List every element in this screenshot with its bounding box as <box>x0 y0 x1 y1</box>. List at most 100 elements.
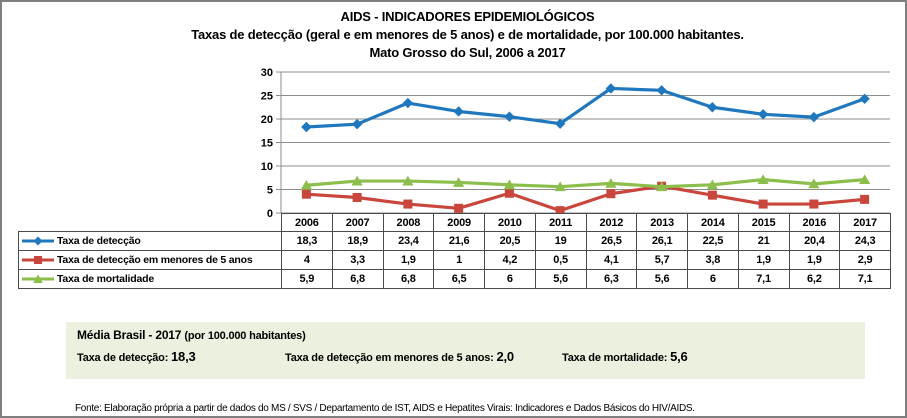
year-cell: 2012 <box>585 213 638 232</box>
chart-title: AIDS - INDICADORES EPIDEMIOLÓGICOS Taxas… <box>30 8 905 62</box>
legend-triangle-icon <box>22 274 54 283</box>
series-marker-triangle <box>402 175 414 186</box>
series-marker-triangle <box>757 174 769 185</box>
series-marker-square <box>758 199 768 209</box>
value-cell: 6,5 <box>433 269 485 289</box>
value-cell: 20,4 <box>788 231 841 251</box>
value-cell: 26,5 <box>585 231 638 251</box>
series-marker-square <box>301 189 311 199</box>
series-marker-diamond <box>707 102 718 113</box>
value-cell: 6 <box>484 269 536 289</box>
series-marker-diamond <box>351 118 363 130</box>
series-marker-triangle <box>808 178 820 189</box>
value-cell: 1,9 <box>382 250 435 270</box>
value-cell: 5,6 <box>636 269 688 289</box>
series-marker-square <box>504 188 514 198</box>
value-cell: 22,5 <box>687 231 739 251</box>
series-row-1: Taxa de detecção em menores de 5 anos 4 3,… <box>18 250 891 270</box>
media-mortalidade-item: Taxa de mortalidade: 5,6 <box>562 349 688 364</box>
value-cell: 7,1 <box>737 269 790 289</box>
series-marker-triangle <box>554 181 566 192</box>
media-brasil-annotation-box: Média Brasil - 2017 (por 100.000 habitan… <box>66 322 865 379</box>
source-line: Fonte: Elaboração própria a partir de da… <box>75 403 695 414</box>
series-marker-square <box>403 199 413 209</box>
media-brasil-values-line: Taxa de detecção: 18,3 Taxa de detecção … <box>66 349 865 369</box>
year-cell: 2014 <box>687 213 739 232</box>
series-label-cell: Taxa de detecção em menores de 5 anos <box>18 250 282 270</box>
value-cell: 1 <box>433 250 485 270</box>
year-cell: 2006 <box>281 213 333 232</box>
series-marker-diamond <box>301 121 312 133</box>
year-header-row: 2006 2007 2008 2009 2010 2011 2012 2013 2014 2015… <box>19 213 891 232</box>
media-brasil-title-main: Média Brasil - 2017 <box>77 328 182 342</box>
value-cell: 24,3 <box>839 231 891 251</box>
series-marker-diamond <box>504 111 515 122</box>
value-cell: 21 <box>737 231 790 251</box>
series-line-1 <box>304 184 867 213</box>
media-menores-item: Taxa de detecção em menores de 5 anos: 2… <box>285 349 514 364</box>
series-marker-triangle <box>605 178 617 188</box>
series-marker-diamond <box>402 97 414 109</box>
year-cell: 2008 <box>382 213 435 232</box>
y-axis-label: 10 <box>261 161 273 173</box>
series-marker-square <box>352 192 362 202</box>
value-cell: 4,2 <box>484 250 536 270</box>
series-label: Taxa de detecção em menores de 5 anos <box>57 254 253 266</box>
media-brasil-title-paren: (por 100.000 habitantes) <box>184 330 306 342</box>
series-marker-square <box>809 199 819 209</box>
series-row-0: Taxa de detecção 18,3 18,9 23,4 21,6 20,5 19 26… <box>18 231 891 251</box>
y-axis-label: 20 <box>261 114 273 126</box>
value-cell: 6 <box>687 269 739 289</box>
year-cell: 2007 <box>331 213 384 232</box>
series-label-cell: Taxa de mortalidade <box>18 269 282 289</box>
series-label-cell: Taxa de detecção <box>18 231 282 251</box>
value-cell: 4 <box>281 250 333 270</box>
year-cell: 2016 <box>788 213 841 232</box>
series-marker-diamond <box>808 111 820 123</box>
value-cell: 4,1 <box>585 250 638 270</box>
chart-title-line1: AIDS - INDICADORES EPIDEMIOLÓGICOS <box>340 9 595 24</box>
chart-title-line3: Mato Grosso do Sul, 2006 a 2017 <box>369 45 566 60</box>
value-cell: 6,2 <box>788 269 841 289</box>
value-cell: 0,5 <box>534 250 587 270</box>
source-footer: Fonte: Elaboração própria a partir de da… <box>75 378 695 416</box>
y-axis-label: 5 <box>267 185 273 197</box>
value-cell: 6,8 <box>331 269 384 289</box>
media-mortalidade-value: 5,6 <box>670 349 688 364</box>
media-menores-value: 2,0 <box>496 349 514 364</box>
value-cell: 26,1 <box>636 231 688 251</box>
series-row-2: Taxa de mortalidade 5,9 6,8 6,8 6,5 6 5,6 6,3 5,… <box>18 269 891 289</box>
year-cell: 2010 <box>484 213 536 232</box>
value-cell: 1,9 <box>737 250 790 270</box>
year-cell: 2015 <box>737 213 790 232</box>
value-cell: 5,6 <box>534 269 587 289</box>
series-marker-square <box>707 190 717 200</box>
series-marker-triangle <box>503 179 515 190</box>
value-cell: 7,1 <box>839 269 891 289</box>
value-cell: 3,3 <box>331 250 384 270</box>
y-axis-label: 0 <box>267 208 273 220</box>
series-marker-triangle <box>300 179 312 190</box>
series-marker-square <box>860 194 870 204</box>
series-marker-diamond <box>605 83 617 94</box>
series-marker-triangle <box>706 179 718 190</box>
value-cell: 2,9 <box>839 250 891 270</box>
year-cell: 2013 <box>636 213 688 232</box>
year-cell: 2011 <box>534 213 587 232</box>
chart-title-line2: Taxas de detecção (geral e em menores de… <box>191 27 744 42</box>
series-marker-triangle <box>859 174 871 185</box>
value-cell: 18,9 <box>331 231 384 251</box>
value-cell: 20,5 <box>484 231 536 251</box>
value-cell: 6,3 <box>585 269 638 289</box>
value-cell: 23,4 <box>382 231 435 251</box>
value-cell: 21,6 <box>433 231 485 251</box>
y-axis-label: 25 <box>261 91 273 103</box>
series-marker-square <box>454 203 464 213</box>
series-marker-diamond <box>656 85 667 96</box>
series-marker-diamond <box>859 93 870 104</box>
series-marker-diamond <box>757 109 769 120</box>
y-axis-label: 15 <box>261 138 273 150</box>
value-cell: 5,7 <box>636 250 688 270</box>
legend-diamond-icon <box>22 236 54 246</box>
